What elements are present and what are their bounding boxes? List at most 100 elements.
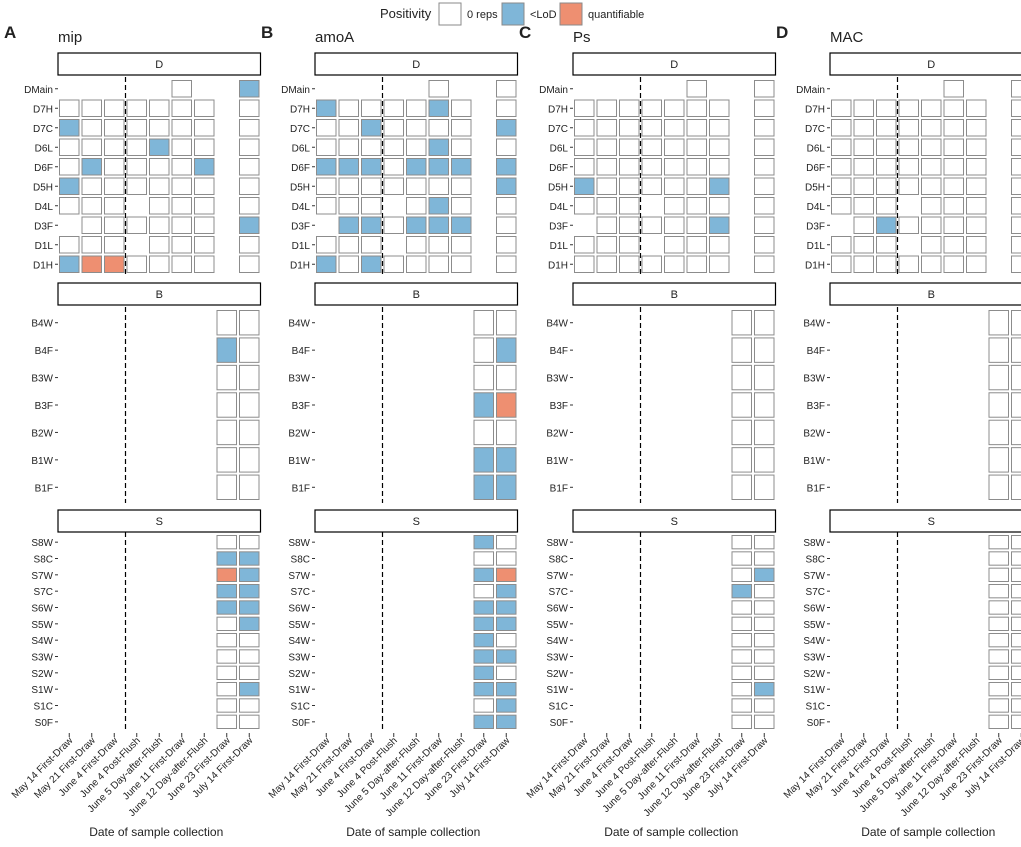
cell-S8C-8	[496, 551, 517, 566]
row-label: D4L	[35, 202, 54, 213]
cell-S1W-8	[754, 682, 775, 697]
cell-D4L-5	[171, 197, 192, 215]
cell-D4L-4	[149, 197, 170, 215]
cell-S0F-7	[988, 714, 1009, 730]
cell-B1W-8	[1011, 447, 1021, 473]
cell-B1F-7	[216, 474, 237, 501]
row-label: B1F	[550, 483, 568, 494]
cell-B3F-8	[239, 392, 260, 418]
row-label: S1C	[806, 702, 825, 713]
row-label: B2W	[546, 428, 568, 439]
cell-D7C-6	[194, 119, 215, 137]
row-label: B2W	[288, 428, 310, 439]
cell-S0F-8	[754, 714, 775, 730]
cell-S8C-7	[731, 551, 752, 566]
row-label: D1H	[548, 260, 568, 271]
cell-S1W-8	[239, 682, 260, 697]
cell-S1W-8	[496, 682, 517, 697]
cell-S2W-8	[239, 665, 260, 681]
cell-S5W-8	[239, 616, 260, 632]
panel-MAC: D MAC D DMain D7H D7C D6L D6F D5H D4L D3F D1L D1H B B4…	[776, 23, 1021, 839]
cell-D4L-0	[574, 197, 595, 215]
row-label: D5H	[805, 182, 825, 193]
cell-D1L-2	[104, 236, 125, 254]
cell-D7C-0	[831, 119, 852, 137]
cell-D6F-4	[149, 158, 170, 176]
cell-B2W-8	[496, 419, 517, 446]
cell-D3F-2	[104, 216, 125, 234]
strip-S	[57, 509, 262, 533]
cell-D7C-3	[383, 119, 404, 137]
strip-D	[314, 52, 519, 76]
cell-D6F-6	[966, 158, 987, 176]
panel-title: amoA	[315, 29, 354, 46]
cell-D3F-5	[686, 216, 707, 234]
row-label: B2W	[803, 428, 825, 439]
cell-D6L-4	[406, 138, 427, 156]
cell-S1W-7	[988, 682, 1009, 697]
cell-D5H-0	[831, 177, 852, 195]
cell-S7W-8	[1011, 567, 1021, 583]
x-axis-title: Date of sample collection	[89, 825, 223, 839]
cell-DMain-8	[754, 80, 775, 98]
cell-S6W-8	[1011, 600, 1021, 615]
cell-S1W-7	[473, 682, 494, 697]
cell-D7C-2	[619, 119, 640, 137]
row-label: D5H	[290, 182, 310, 193]
cell-D6F-3	[898, 158, 919, 176]
row-label: D7H	[548, 104, 568, 115]
cell-D4L-5	[943, 197, 964, 215]
row-label: D6F	[806, 163, 825, 174]
cell-D1L-1	[81, 236, 102, 254]
row-label: S8W	[31, 538, 53, 549]
row-label: D3F	[291, 221, 310, 232]
cell-D7H-5	[943, 99, 964, 117]
cell-S3W-8	[239, 649, 260, 664]
cell-D6F-5	[943, 158, 964, 176]
cell-D3F-3	[126, 216, 147, 234]
cell-D6L-0	[59, 138, 80, 156]
row-label: S0F	[292, 718, 310, 729]
cell-S0F-7	[473, 714, 494, 730]
cell-B2W-7	[473, 419, 494, 446]
cell-D1L-1	[338, 236, 359, 254]
cell-B4F-7	[731, 337, 752, 363]
cell-D1H-2	[876, 255, 897, 273]
strip-label: S	[413, 516, 420, 528]
cell-S6W-7	[216, 600, 237, 615]
row-label: DMain	[281, 85, 310, 96]
cell-S8C-8	[754, 551, 775, 566]
cell-S4W-7	[216, 633, 237, 648]
cell-D7H-2	[876, 99, 897, 117]
row-label: B4F	[550, 346, 568, 357]
cell-D5H-4	[149, 177, 170, 195]
cell-D7C-2	[361, 119, 382, 137]
cell-S8W-7	[216, 535, 237, 550]
row-label: S3W	[31, 653, 53, 664]
cell-S1C-7	[731, 698, 752, 713]
cell-D6L-1	[853, 138, 874, 156]
legend-title: Positivity	[380, 6, 432, 21]
cell-B3W-8	[754, 364, 775, 391]
strip-B	[572, 282, 777, 306]
cell-D5H-6	[966, 177, 987, 195]
cell-D5H-6	[194, 177, 215, 195]
cell-B1W-7	[216, 447, 237, 473]
row-label: S1W	[803, 685, 825, 696]
row-label: D5H	[33, 182, 53, 193]
cell-B4F-8	[754, 337, 775, 363]
row-label: D1L	[35, 241, 54, 252]
cell-D7C-2	[104, 119, 125, 137]
cell-D5H-8	[1011, 177, 1021, 195]
cell-D7C-6	[709, 119, 730, 137]
row-label: D7H	[290, 104, 310, 115]
cell-B1W-8	[754, 447, 775, 473]
cell-D5H-2	[876, 177, 897, 195]
cell-D5H-5	[171, 177, 192, 195]
row-label: D6L	[807, 143, 826, 154]
cell-D6L-3	[641, 138, 662, 156]
cell-D3F-5	[428, 216, 449, 234]
cell-D7C-8	[754, 119, 775, 137]
cell-D7H-3	[898, 99, 919, 117]
